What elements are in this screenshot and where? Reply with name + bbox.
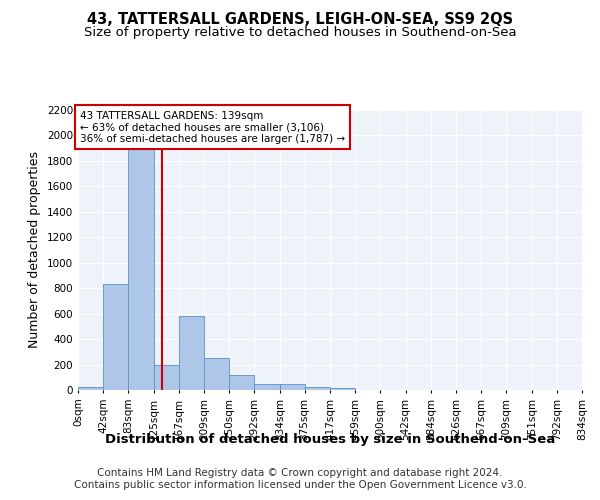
Bar	[330, 388, 355, 390]
Text: Contains HM Land Registry data © Crown copyright and database right 2024.: Contains HM Land Registry data © Crown c…	[97, 468, 503, 477]
Bar	[254, 384, 280, 390]
Text: Contains public sector information licensed under the Open Government Licence v3: Contains public sector information licen…	[74, 480, 526, 490]
Bar	[305, 387, 330, 390]
Bar	[229, 374, 254, 390]
Text: Size of property relative to detached houses in Southend-on-Sea: Size of property relative to detached ho…	[83, 26, 517, 39]
Bar	[154, 364, 179, 390]
Bar	[179, 316, 205, 390]
Y-axis label: Number of detached properties: Number of detached properties	[28, 152, 41, 348]
Bar	[78, 387, 103, 390]
Bar	[205, 358, 229, 390]
Text: Distribution of detached houses by size in Southend-on-Sea: Distribution of detached houses by size …	[105, 432, 555, 446]
Bar	[280, 384, 305, 390]
Bar	[128, 142, 154, 390]
Text: 43, TATTERSALL GARDENS, LEIGH-ON-SEA, SS9 2QS: 43, TATTERSALL GARDENS, LEIGH-ON-SEA, SS…	[87, 12, 513, 28]
Bar	[103, 284, 128, 390]
Text: 43 TATTERSALL GARDENS: 139sqm
← 63% of detached houses are smaller (3,106)
36% o: 43 TATTERSALL GARDENS: 139sqm ← 63% of d…	[80, 110, 345, 144]
